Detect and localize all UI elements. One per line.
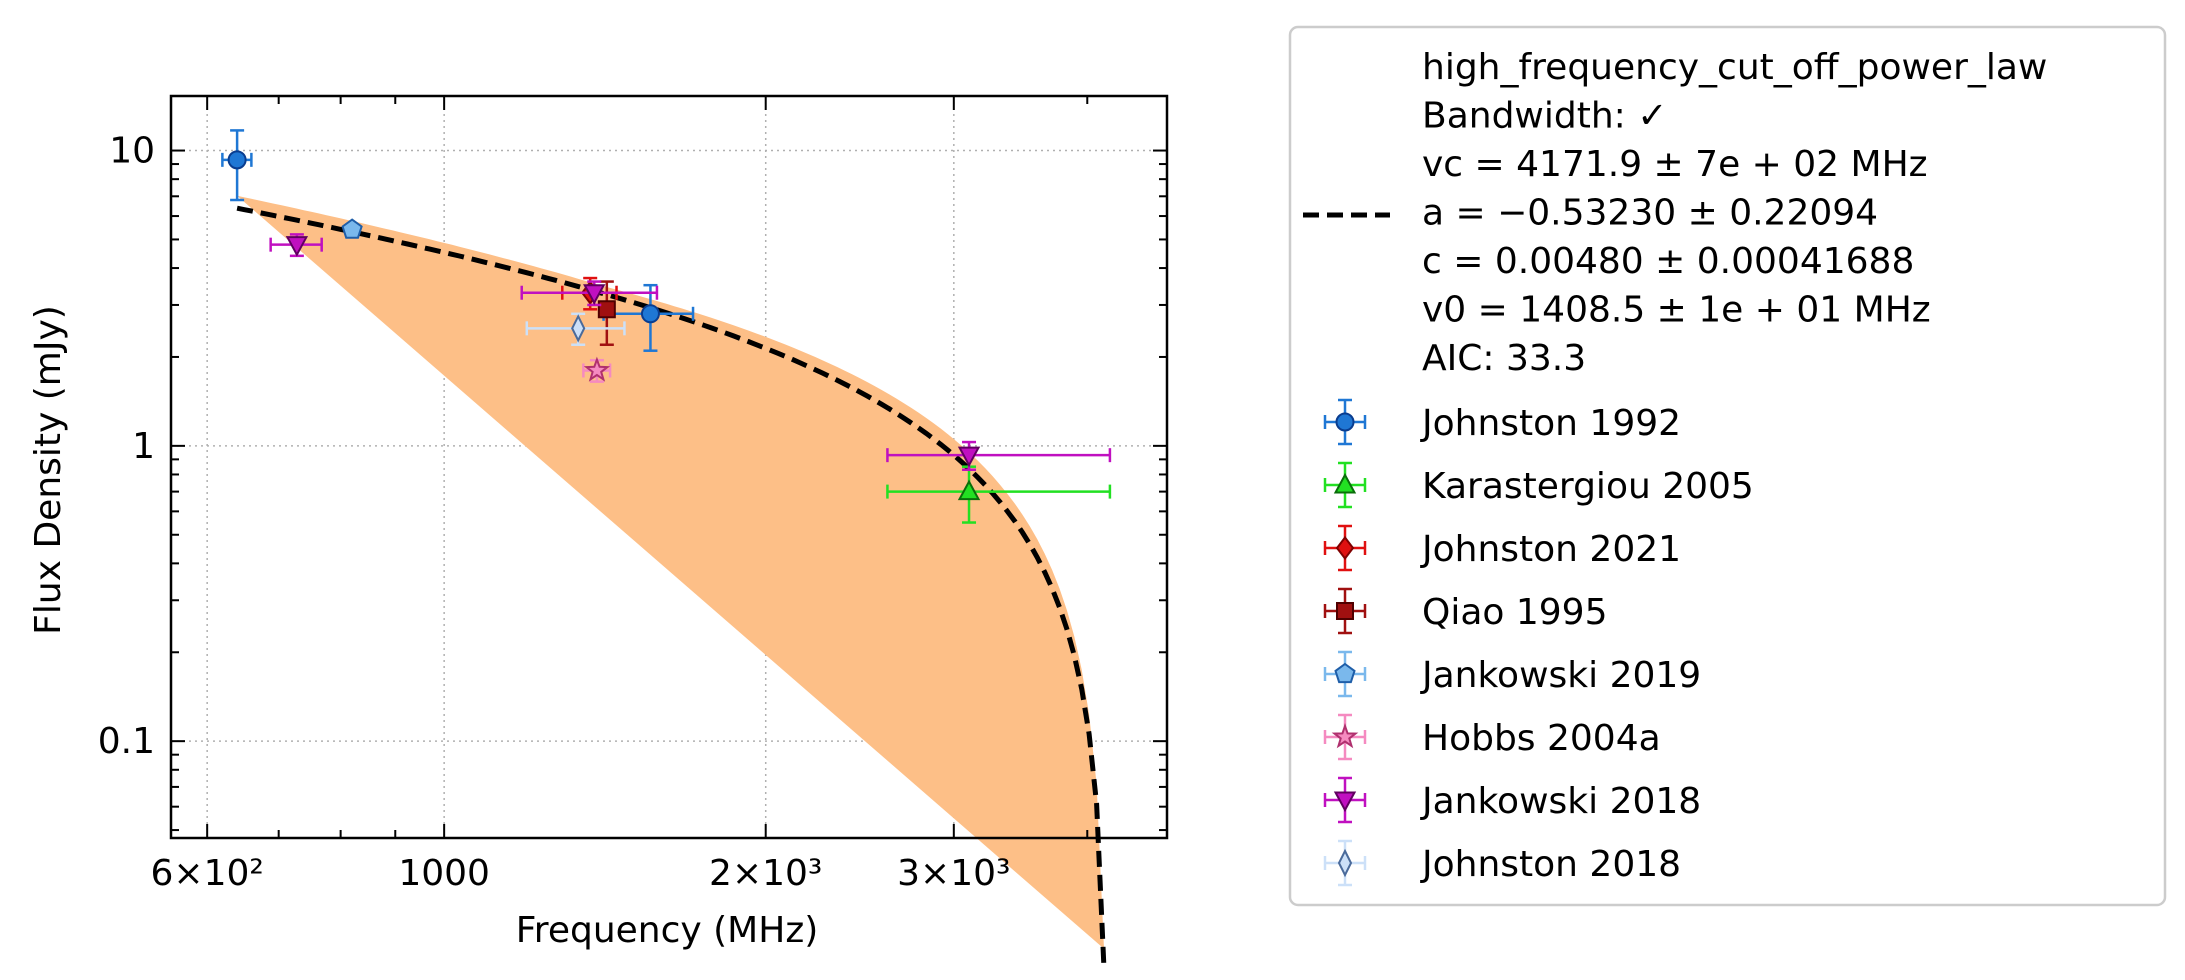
legend-marker-icon — [1335, 535, 1355, 561]
legend-item-qiao-1995: Qiao 1995 — [1323, 587, 1607, 635]
y-tick-label: 0.1 — [98, 721, 155, 762]
legend-marker-icon — [1331, 722, 1359, 749]
data-point-jankowski-2018 — [285, 236, 309, 257]
legend-item-jankowski-2018: Jankowski 2018 — [1323, 776, 1701, 824]
plot-frame — [169, 94, 1169, 840]
legend-item-hobbs-2004a: Hobbs 2004a — [1323, 713, 1661, 761]
legend-fit-text: a = −0.53230 ± 0.22094 — [1422, 193, 1878, 234]
data-point-jankowski-2018 — [957, 446, 981, 468]
legend-label: Johnston 1992 — [1420, 403, 1681, 444]
legend-label: Johnston 2018 — [1420, 844, 1681, 885]
legend-label: Qiao 1995 — [1422, 592, 1607, 633]
data-point-johnston-1992 — [227, 150, 247, 170]
legend-marker-icon — [1334, 662, 1356, 684]
data-point-jankowski-2019 — [341, 218, 363, 239]
legend-label: Hobbs 2004a — [1422, 718, 1661, 759]
legend-label: Johnston 2021 — [1420, 529, 1681, 570]
legend-fit-text: AIC: 33.3 — [1422, 338, 1586, 379]
x-tick-label: 1000 — [398, 853, 490, 894]
legend-label: Jankowski 2019 — [1420, 655, 1701, 696]
legend-marker-icon — [1335, 412, 1355, 432]
data-point-johnston-1992 — [640, 304, 660, 324]
legend-item-johnston-2018: Johnston 2018 — [1323, 839, 1681, 887]
legend-marker-icon — [1336, 602, 1354, 620]
x-axis-label: Frequency (MHz) — [516, 910, 819, 951]
legend-fit-text: Bandwidth: ✓ — [1422, 96, 1667, 137]
legend-item-karastergiou-2005: Karastergiou 2005 — [1323, 461, 1754, 509]
y-axis-label: Flux Density (mJy) — [28, 305, 69, 635]
legend-marker-icon — [1337, 848, 1353, 878]
x-tick-label: 2×10³ — [709, 853, 822, 894]
data-point-hobbs-2004a — [583, 356, 611, 382]
x-tick-label: 6×10² — [151, 853, 264, 894]
legend-label: Jankowski 2018 — [1420, 781, 1701, 822]
plot-area: 6×10² 1000 2×10³ 3×10³ 0.1 1 10 — [98, 94, 1169, 969]
legend-marker-icon — [1333, 472, 1357, 494]
data-point-jankowski-2018 — [583, 284, 606, 305]
legend-item-jankowski-2019: Jankowski 2019 — [1323, 650, 1701, 698]
x-tick-label: 3×10³ — [897, 853, 1010, 894]
legend-fit-text: high_frequency_cut_off_power_law — [1422, 47, 2047, 88]
legend-fit-text: v0 = 1408.5 ± 1e + 01 MHz — [1422, 290, 1931, 331]
y-tick-label: 1 — [132, 426, 155, 467]
legend-item-johnston-1992: Johnston 1992 — [1323, 398, 1681, 446]
data-point-johnston-2018 — [571, 314, 586, 343]
legend-item-johnston-2021: Johnston 2021 — [1323, 524, 1681, 572]
legend-marker-icon — [1333, 791, 1357, 813]
data-point-karastergiou-2005 — [957, 479, 981, 501]
legend-fit-text: c = 0.00480 ± 0.00041688 — [1422, 241, 1914, 282]
legend-box — [1288, 25, 2167, 907]
data-point-qiao-1995 — [597, 300, 616, 319]
legend-label: Karastergiou 2005 — [1422, 466, 1754, 507]
legend-fit-text: vc = 4171.9 ± 7e + 02 MHz — [1422, 144, 1928, 185]
y-tick-label: 10 — [109, 131, 155, 172]
fit-uncertainty-band — [237, 195, 1105, 949]
legend: high_frequency_cut_off_power_law Bandwidt… — [1288, 25, 2167, 907]
